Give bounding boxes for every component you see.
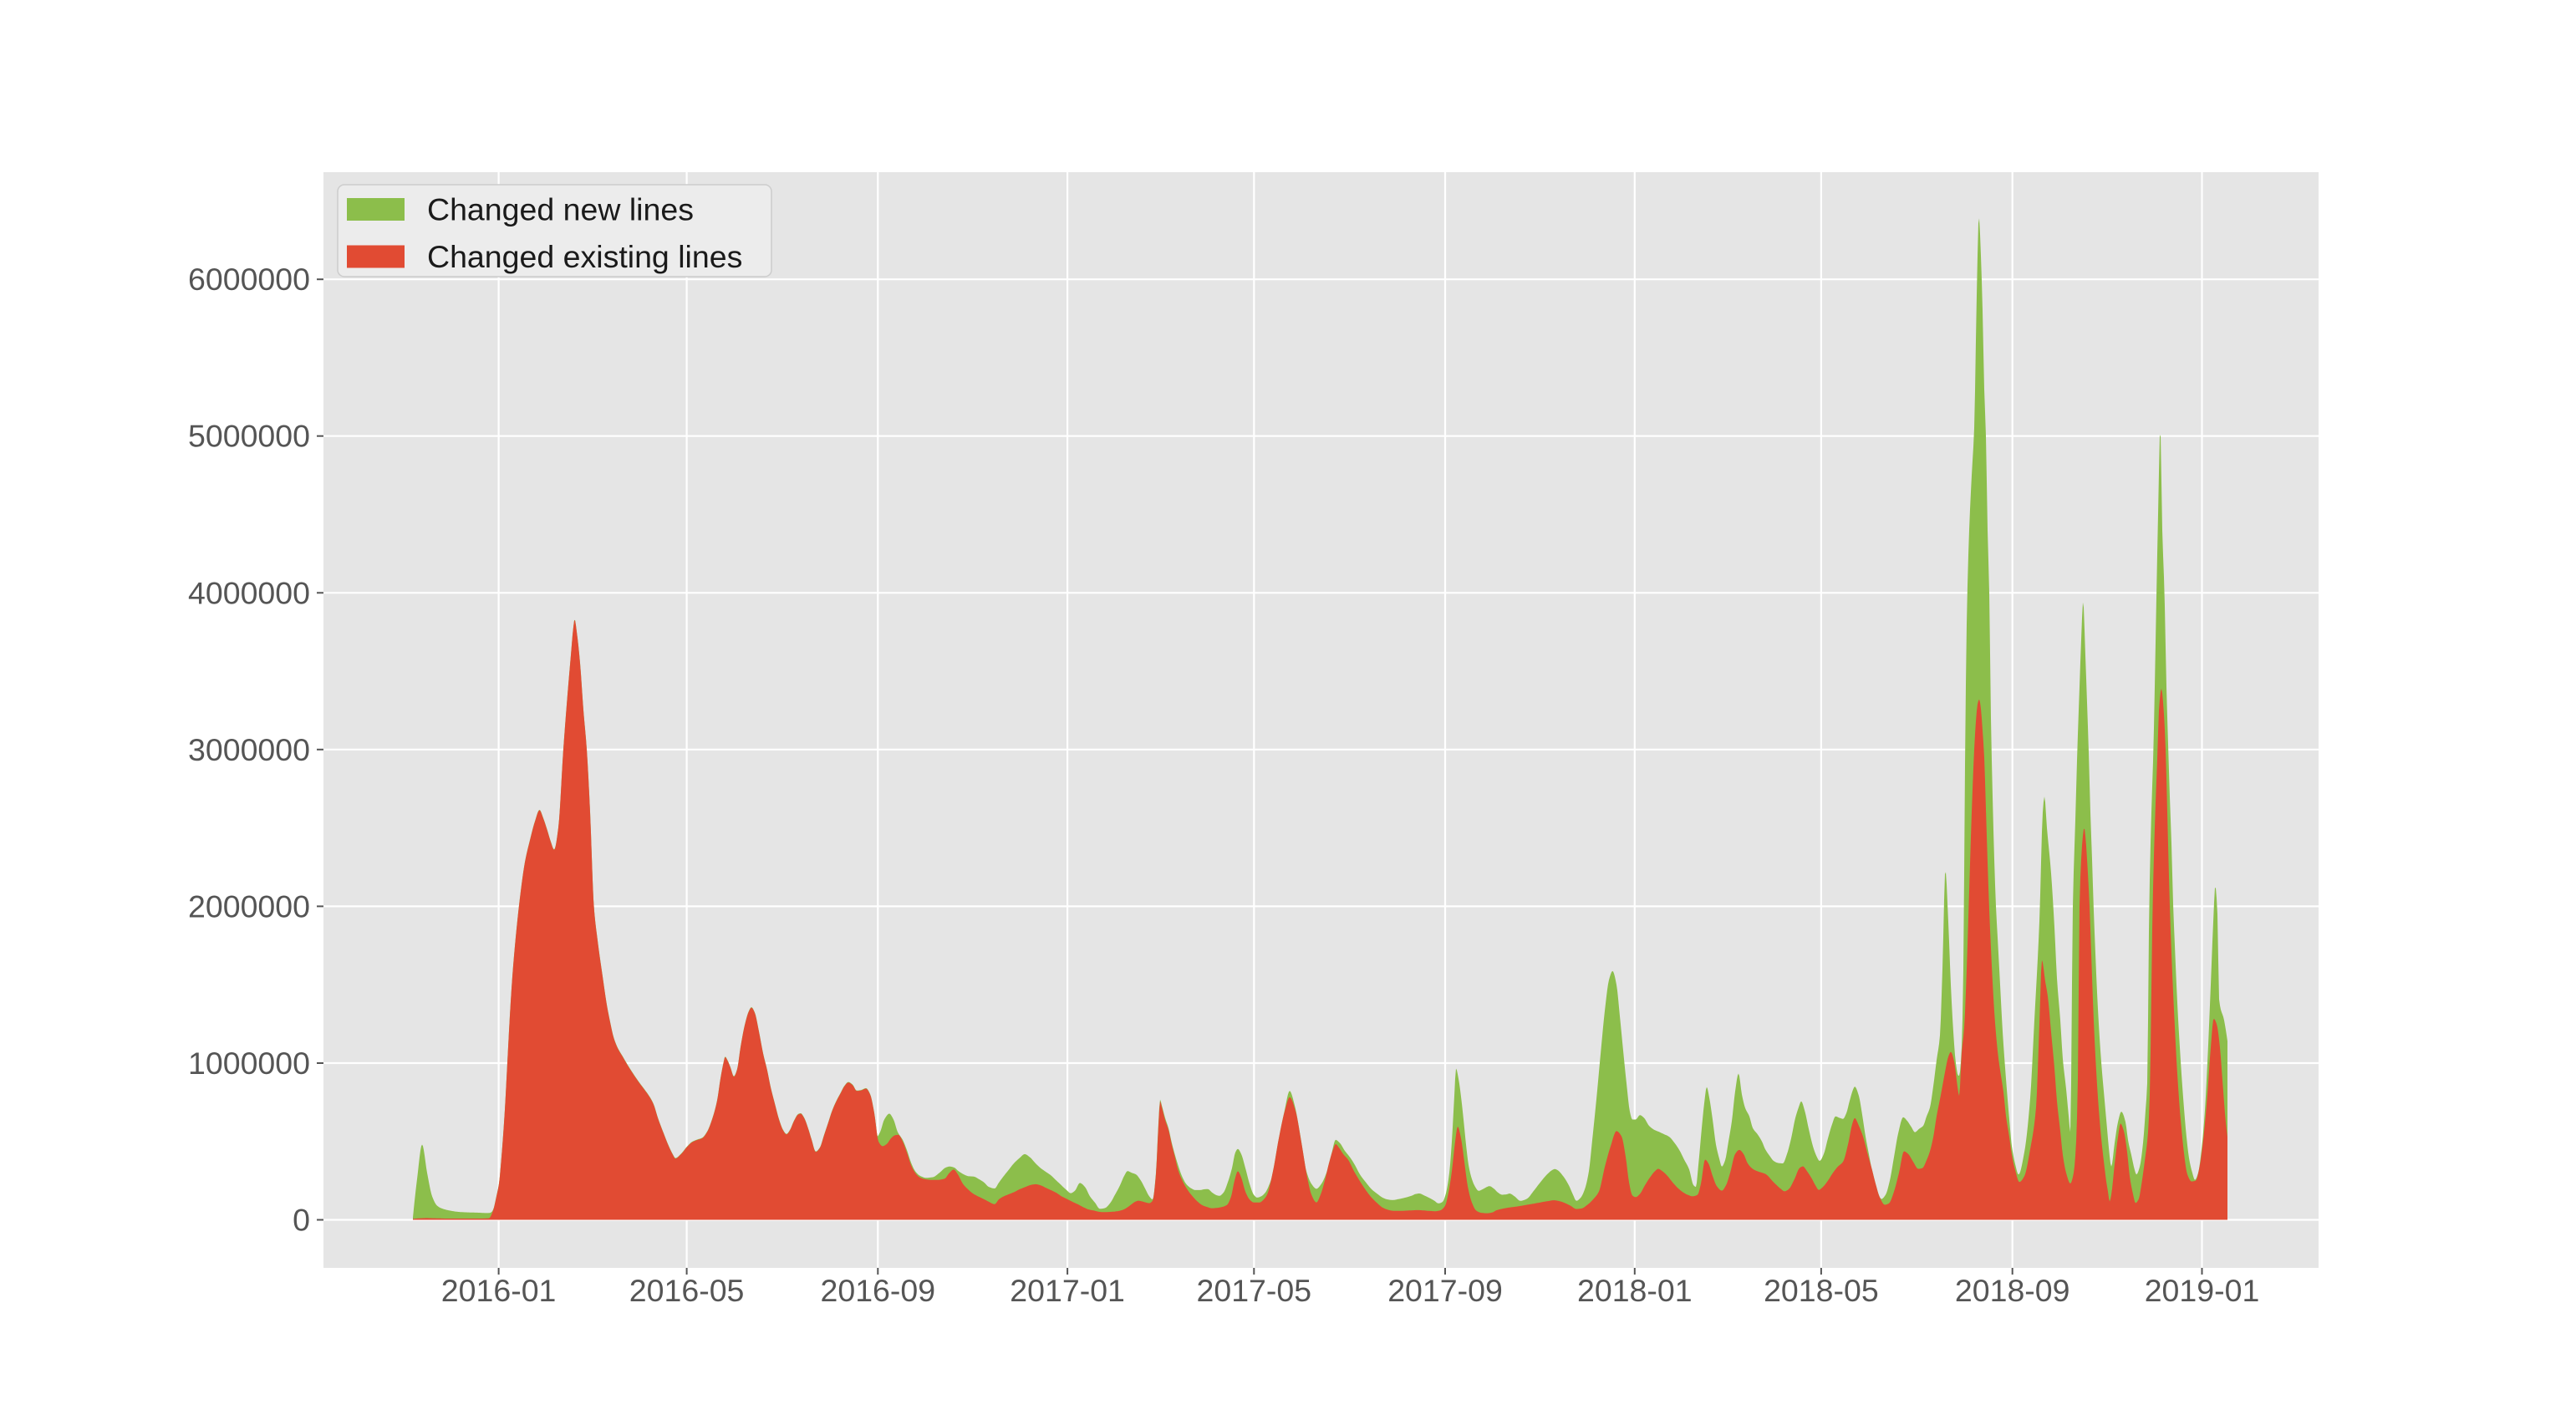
svg-text:3000000: 3000000: [188, 732, 310, 767]
svg-text:4000000: 4000000: [188, 575, 310, 610]
svg-text:1000000: 1000000: [188, 1046, 310, 1081]
svg-text:2016-09: 2016-09: [820, 1273, 935, 1308]
svg-text:2016-01: 2016-01: [441, 1273, 557, 1308]
svg-text:2017-01: 2017-01: [1010, 1273, 1125, 1308]
svg-text:Changed new lines: Changed new lines: [427, 192, 694, 227]
svg-text:2017-05: 2017-05: [1196, 1273, 1311, 1308]
svg-text:6000000: 6000000: [188, 262, 310, 297]
svg-text:2019-01: 2019-01: [2145, 1273, 2260, 1308]
svg-text:2017-09: 2017-09: [1387, 1273, 1503, 1308]
svg-text:0: 0: [293, 1203, 310, 1238]
svg-text:2016-05: 2016-05: [629, 1273, 745, 1308]
svg-text:Changed existing lines: Changed existing lines: [427, 239, 742, 274]
svg-text:2018-05: 2018-05: [1764, 1273, 1879, 1308]
svg-text:2000000: 2000000: [188, 888, 310, 924]
svg-text:2018-01: 2018-01: [1577, 1273, 1693, 1308]
svg-text:5000000: 5000000: [188, 419, 310, 454]
svg-text:2018-09: 2018-09: [1955, 1273, 2070, 1308]
